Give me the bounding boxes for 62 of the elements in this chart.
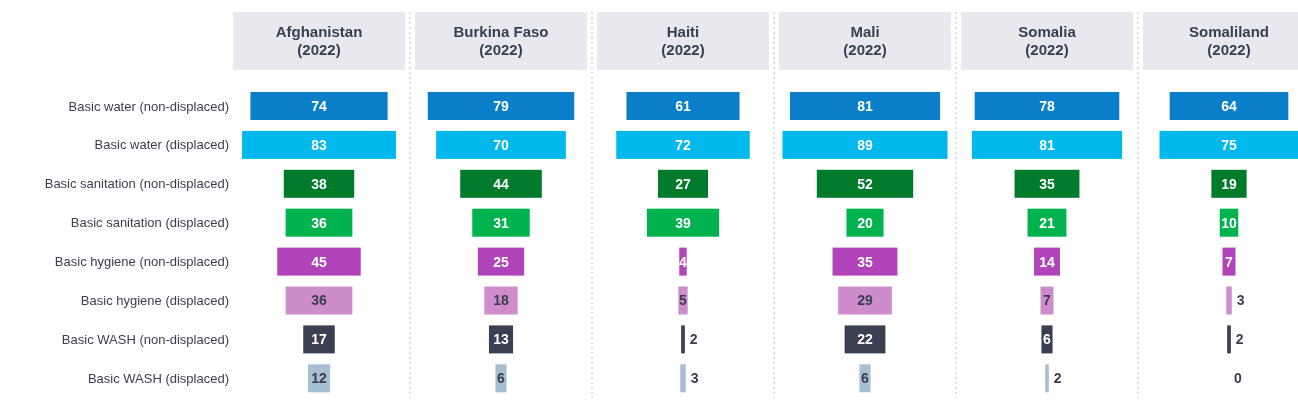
data-label: 6	[1043, 331, 1052, 348]
text: Haiti (2022)	[661, 23, 705, 59]
data-label: 0	[1234, 370, 1242, 387]
data-label: 72	[675, 136, 691, 153]
data-label: 81	[1039, 136, 1055, 153]
category-label: Basic WASH (displaced)	[87, 370, 229, 386]
data-label: 2	[689, 331, 698, 348]
data-label: 52	[857, 175, 873, 192]
data-label: 35	[1039, 175, 1055, 192]
data-label: 79	[493, 97, 509, 114]
text: Somaliland (2022)	[1188, 23, 1270, 59]
data-label: 14	[1039, 253, 1055, 270]
data-label: 7	[1225, 253, 1234, 270]
category-label: Basic water (non-displaced)	[68, 98, 229, 114]
data-label: 83	[311, 136, 327, 153]
data-label: 75	[1221, 136, 1237, 153]
data-label: 3	[1236, 292, 1245, 309]
data-label: 25	[493, 253, 509, 270]
data-label: 7	[1043, 292, 1052, 309]
data-label: 45	[311, 253, 327, 270]
data-label: 38	[311, 175, 327, 192]
data-label: 12	[311, 370, 327, 387]
data-label: 36	[311, 214, 327, 231]
data-label: 5	[679, 292, 688, 309]
text: Mali (2022)	[843, 23, 887, 59]
data-label: 17	[311, 331, 327, 348]
data-label: 36	[311, 292, 327, 309]
data-label: 19	[1221, 175, 1237, 192]
data-label: 20	[857, 214, 873, 231]
category-label: Basic sanitation (displaced)	[70, 215, 229, 231]
data-label: 64	[1221, 97, 1237, 114]
data-label: 78	[1039, 97, 1055, 114]
data-label: 18	[493, 292, 509, 309]
text: Somalia (2022)	[1018, 23, 1077, 59]
data-label: 13	[493, 331, 509, 348]
text: Burkina Faso (2022)	[453, 23, 549, 59]
data-label: 81	[857, 97, 873, 114]
data-label: 35	[857, 253, 873, 270]
category-label: Basic hygiene (non-displaced)	[54, 254, 229, 270]
data-label: 39	[675, 214, 691, 231]
data-label: 2	[1053, 370, 1062, 387]
category-label: Basic WASH (non-displaced)	[61, 331, 229, 347]
data-label: 4	[679, 253, 688, 270]
data-label: 10	[1221, 214, 1237, 231]
data-label: 6	[861, 370, 870, 387]
data-label: 61	[675, 97, 691, 114]
data-label: 22	[857, 331, 873, 348]
data-label: 29	[857, 292, 873, 309]
data-label: 70	[493, 136, 509, 153]
data-label: 89	[857, 136, 873, 153]
text: Afghanistan (2022)	[275, 23, 363, 59]
data-label: 74	[311, 97, 327, 114]
data-label: 3	[690, 370, 699, 387]
category-label: Basic sanitation (non-displaced)	[44, 176, 229, 192]
data-label: 2	[1235, 331, 1244, 348]
data-label: 31	[493, 214, 509, 231]
data-label: 21	[1039, 214, 1055, 231]
data-label: 44	[493, 175, 509, 192]
data-label: 6	[497, 370, 506, 387]
category-label: Basic water (displaced)	[94, 137, 229, 153]
category-label: Basic hygiene (displaced)	[80, 293, 229, 309]
data-label: 27	[675, 175, 691, 192]
